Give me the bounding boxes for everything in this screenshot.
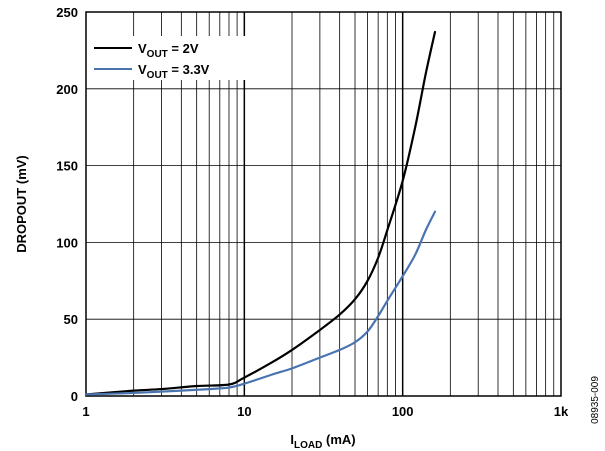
figure-id: 08935-009 xyxy=(590,376,601,424)
legend-label-vout-2v: VOUT = 2V xyxy=(138,41,199,60)
series-line-1 xyxy=(84,210,437,396)
x-tick-label: 1 xyxy=(82,404,89,419)
x-tick-label: 10 xyxy=(237,404,251,419)
series-line-0 xyxy=(84,30,437,396)
x-tick-label: 1k xyxy=(554,404,569,419)
legend-label-vout-3v3: VOUT = 3.3V xyxy=(138,62,210,81)
y-tick-label: 50 xyxy=(64,312,78,327)
legend-box xyxy=(88,36,248,80)
series-group xyxy=(84,30,437,396)
plot-frame xyxy=(85,11,562,397)
legend: VOUT = 2V VOUT = 3.3V xyxy=(88,36,248,81)
x-axis-title: ILOAD (mA) xyxy=(290,432,355,451)
y-axis-title: DROPOUT (mV) xyxy=(14,155,29,253)
y-tick-label: 150 xyxy=(56,159,78,174)
y-tick-label: 100 xyxy=(56,235,78,250)
y-tick-label: 0 xyxy=(71,389,78,404)
y-tick-labels: 0 50 100 150 200 250 xyxy=(56,5,78,404)
y-tick-label: 250 xyxy=(56,5,78,20)
x-tick-label: 100 xyxy=(392,404,414,419)
y-tick-label: 200 xyxy=(56,82,78,97)
x-tick-labels: 1 10 100 1k xyxy=(82,404,569,419)
